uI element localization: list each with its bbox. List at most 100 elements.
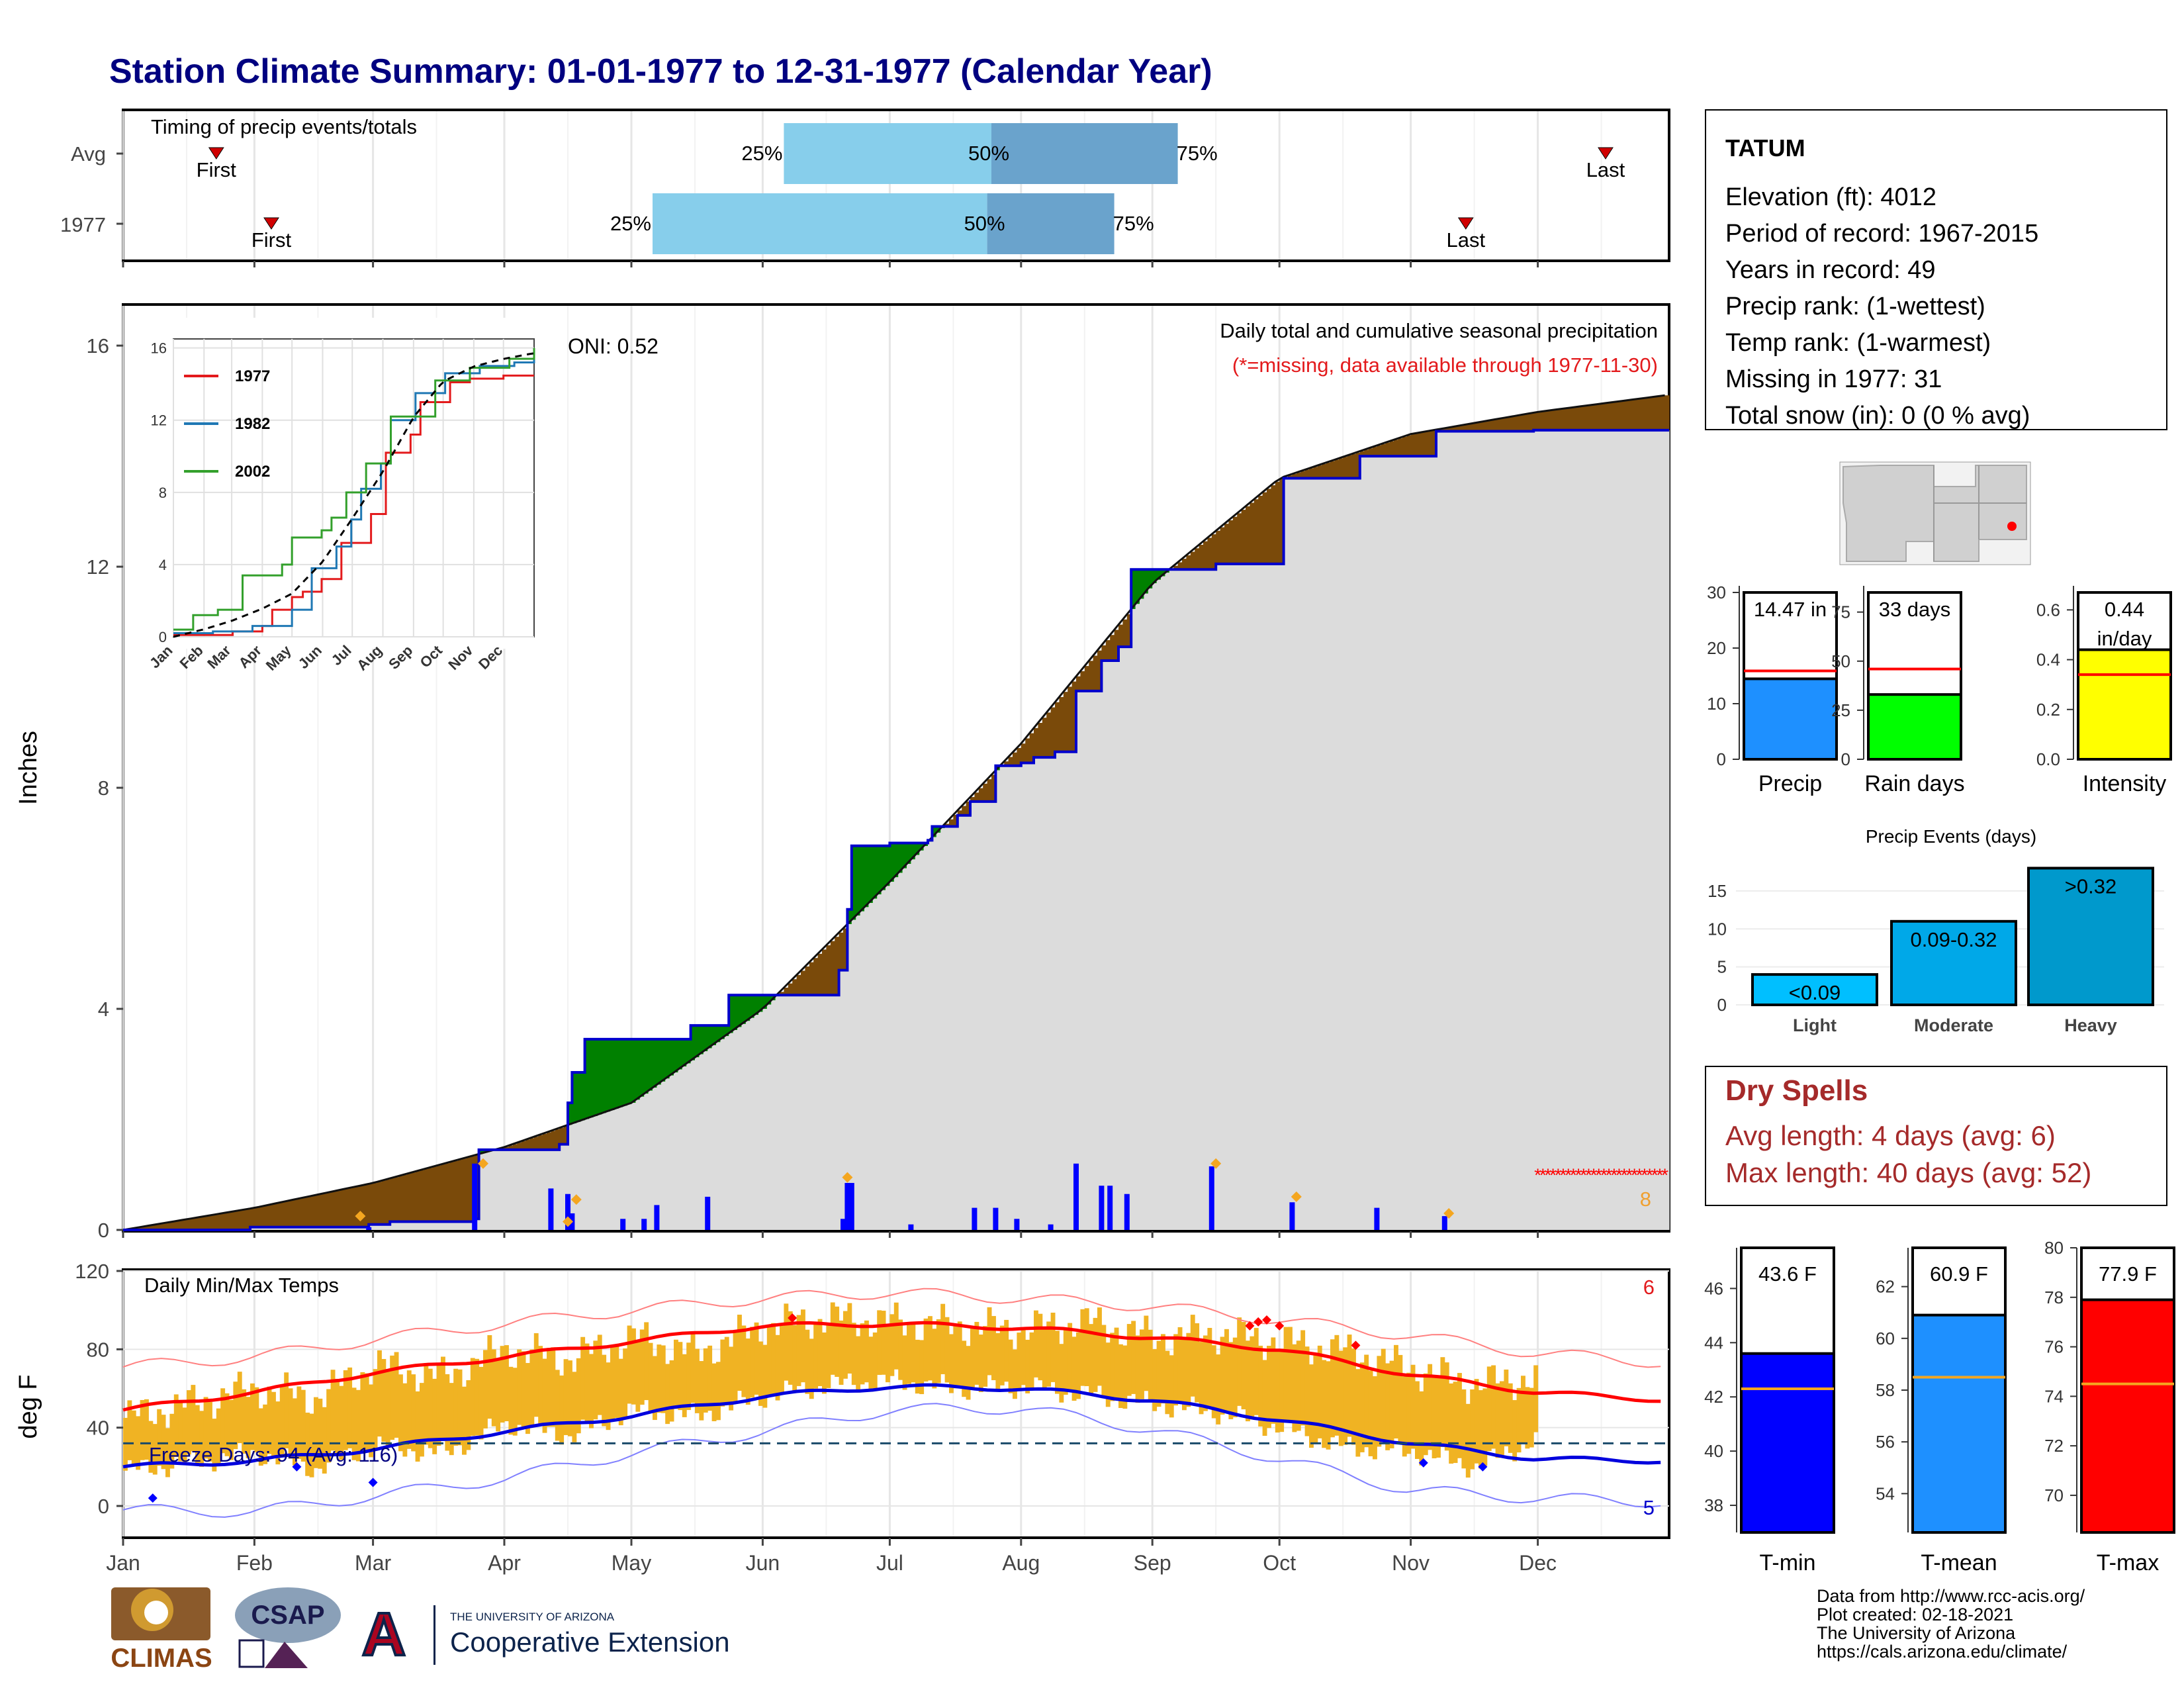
daily-temp-range-bar (1232, 1337, 1238, 1417)
daily-temp-range-bar (995, 1333, 1001, 1391)
station-info-line: Temp rank: (1-warmest) (1725, 329, 1991, 357)
daily-temp-range-bar (1373, 1376, 1377, 1460)
daily-temp-range-bar (1207, 1328, 1212, 1407)
difference-fill (1105, 640, 1111, 661)
base-fill (915, 855, 920, 1230)
difference-fill (385, 1179, 390, 1225)
difference-fill (576, 1072, 581, 1122)
difference-fill (1533, 412, 1539, 430)
difference-fill (343, 1189, 348, 1227)
record-high-line (122, 1288, 1661, 1368)
base-fill (538, 1149, 543, 1230)
difference-fill (1504, 418, 1509, 432)
base-fill (928, 841, 933, 1230)
base-fill (602, 1113, 607, 1230)
base-fill (1500, 431, 1504, 1231)
difference-fill (1576, 406, 1581, 430)
difference-fill (1093, 655, 1098, 691)
timing-bars: 25% 50% 75% First Last 25% 50% 75% First Last (116, 123, 1625, 254)
missing-star: * (1651, 1165, 1659, 1186)
daily-temp-range-bar (1482, 1388, 1488, 1466)
daily-temp-range-bar (1190, 1315, 1195, 1397)
base-fill (1542, 430, 1547, 1230)
daily-temp-range-bar (1334, 1335, 1340, 1436)
difference-fill (1571, 407, 1576, 430)
difference-fill (847, 909, 852, 924)
difference-fill (525, 1139, 530, 1150)
daily-temp-range-bar (830, 1302, 835, 1375)
base-fill (572, 1123, 577, 1230)
difference-fill (428, 1168, 433, 1222)
daily-temp-range-bar (483, 1350, 488, 1429)
temp-summary-tick-label: 70 (2044, 1485, 2064, 1505)
missing-star: * (1615, 1165, 1623, 1186)
base-fill (1232, 563, 1238, 1230)
difference-fill (1610, 402, 1615, 430)
temp-y-tick-label: 120 (75, 1260, 109, 1283)
daily-temp-range-bar (1296, 1340, 1301, 1431)
difference-fill (293, 1199, 297, 1227)
base-fill (1271, 563, 1276, 1230)
difference-fill (1622, 400, 1627, 430)
daily-temp-range-bar (665, 1364, 670, 1425)
daily-temp-range-bar (1038, 1313, 1043, 1381)
daily-temp-range-bar (1351, 1348, 1356, 1445)
difference-fill (1525, 414, 1530, 432)
base-fill (1008, 765, 1013, 1230)
difference-fill (1211, 534, 1216, 570)
dry-spells-box: Dry Spells Avg length: 4 days (avg: 6) M… (1705, 1066, 2167, 1206)
base-fill (288, 1227, 293, 1230)
base-fill (1351, 478, 1356, 1230)
daily-temp-range-bar (864, 1320, 869, 1383)
inset-y-tick-label: 12 (151, 412, 167, 429)
difference-fill (1597, 404, 1602, 430)
base-fill (415, 1221, 420, 1230)
base-fill (1161, 576, 1165, 1230)
temp-summary-bars: 38 40 42 44 46 43.6 F T-min 54 56 58 60 62 60.9 F T-m… (1704, 1238, 2175, 1575)
base-fill (1550, 430, 1555, 1230)
difference-fill (754, 995, 759, 1015)
base-fill (296, 1227, 302, 1230)
daily-temp-range-bar (445, 1374, 450, 1451)
daily-temp-range-bar (991, 1316, 996, 1380)
precip-y-tick-label: 16 (87, 334, 109, 357)
daily-temp-range-bar (525, 1363, 530, 1434)
base-fill (517, 1149, 522, 1230)
base-fill (1474, 431, 1479, 1231)
daily-temp-range-bar (1368, 1370, 1373, 1456)
inset-legend-label: 1982 (235, 415, 270, 433)
base-fill (1614, 430, 1619, 1230)
base-fill (762, 1009, 768, 1230)
inset-series-line (173, 348, 535, 631)
base-fill (1220, 563, 1225, 1230)
missing-star: * (1661, 1165, 1668, 1186)
timing-last-marker (1598, 147, 1614, 160)
base-fill (1631, 430, 1636, 1230)
base-fill (911, 859, 916, 1230)
difference-fill (1089, 661, 1094, 691)
base-fill (801, 995, 805, 1230)
precip-event-marker (1443, 1207, 1455, 1219)
base-fill (1105, 661, 1111, 1230)
base-fill (1495, 431, 1500, 1231)
daily-temp-range-bar (563, 1359, 569, 1435)
difference-fill (1110, 635, 1115, 661)
difference-fill (1313, 467, 1318, 479)
base-fill (347, 1227, 353, 1230)
temp-summary-tick-label: 60 (1876, 1329, 1895, 1348)
precip-y-axis: 0 4 8 12 16 (87, 334, 123, 1242)
difference-fill (809, 962, 814, 996)
difference-fill (1474, 422, 1479, 432)
precip-event-marker (570, 1194, 582, 1205)
university-of-arizona-logo: A THE UNIVERSITY OF ARIZONA Cooperative … (361, 1599, 730, 1669)
daily-temp-range-bar (1021, 1327, 1026, 1385)
base-fill (864, 907, 869, 1230)
difference-fill (898, 843, 903, 873)
difference-fill (169, 1222, 175, 1230)
difference-fill (157, 1224, 162, 1230)
base-fill (711, 1045, 717, 1230)
daily-temp-range-bar (351, 1387, 357, 1460)
base-fill (390, 1221, 395, 1230)
difference-fill (305, 1197, 310, 1227)
daily-temp-range-bar (631, 1328, 636, 1405)
